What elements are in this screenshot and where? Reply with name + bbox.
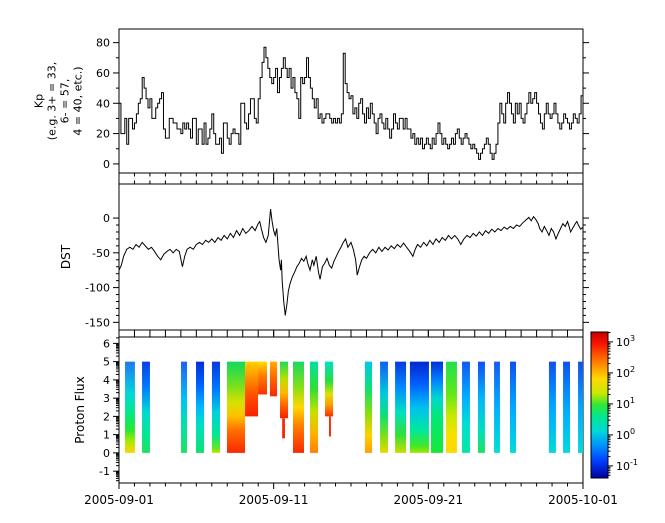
proton-flux-bar bbox=[196, 361, 205, 453]
proton-flux-bar bbox=[462, 361, 470, 453]
kp-axis-label-line: 6- = 57, bbox=[59, 79, 72, 124]
kp-y-tick-label: 0 bbox=[103, 158, 110, 171]
proton-y-tick-label: -1 bbox=[99, 465, 110, 478]
proton-flux-bar bbox=[563, 361, 571, 453]
proton-flux-bar bbox=[395, 361, 407, 453]
proton-flux-bar bbox=[258, 361, 268, 395]
x-axis-labels: 2005-09-01 2005-09-11 2005-09-21 2005-10-01 bbox=[84, 493, 618, 507]
colorbar-gradient bbox=[591, 332, 608, 478]
proton-flux-bar bbox=[310, 361, 319, 453]
proton-flux-bar bbox=[280, 361, 289, 419]
kp-panel-frame bbox=[118, 28, 584, 174]
colorbar-tick-label: 102 bbox=[616, 365, 635, 380]
proton-y-tick-label: 5 bbox=[103, 356, 110, 369]
proton-y-tick-label: 6 bbox=[103, 337, 110, 350]
x-ticks bbox=[118, 173, 584, 179]
proton-y-tick-label: 1 bbox=[103, 429, 110, 442]
proton-flux-bar bbox=[364, 361, 373, 453]
proton-flux-bar bbox=[325, 361, 334, 417]
colorbar-tick-label: 100 bbox=[616, 427, 635, 442]
dst-axis-label-text: DST bbox=[59, 244, 73, 269]
x-ticks bbox=[118, 331, 584, 489]
x-tick-label: 2005-10-01 bbox=[548, 493, 618, 507]
kp-axis-label-line: 4 = 40, etc.) bbox=[72, 66, 85, 135]
proton-y-tick-label: 2 bbox=[103, 410, 110, 423]
dst-y-tick-label: -150 bbox=[85, 316, 110, 329]
proton-flux-bar bbox=[293, 361, 304, 453]
proton-flux-bar bbox=[380, 361, 388, 453]
proton-flux-bar bbox=[181, 361, 188, 453]
dst-series bbox=[118, 208, 584, 316]
proton-flux-bar bbox=[211, 361, 220, 453]
colorbar-tick-label: 10-1 bbox=[616, 458, 638, 473]
proton-flux-bar bbox=[329, 416, 331, 437]
proton-flux-bar bbox=[142, 361, 150, 453]
proton-y-tick-label: 4 bbox=[103, 374, 110, 387]
proton-flux-bar bbox=[477, 361, 485, 453]
proton-flux-bar bbox=[578, 361, 583, 453]
proton-flux-bar bbox=[226, 361, 246, 453]
x-tick-label: 2005-09-21 bbox=[393, 493, 463, 507]
proton-flux-bar bbox=[494, 361, 500, 453]
dst-panel-frame bbox=[118, 183, 584, 331]
dst-panel: 0 -50 -100 -150 bbox=[85, 208, 589, 329]
dst-axis-label: DST bbox=[59, 244, 73, 269]
proton-flux-bar bbox=[445, 361, 457, 453]
proton-axis-label: Proton Flux bbox=[73, 376, 87, 443]
dst-y-tick-label: -50 bbox=[92, 247, 110, 260]
kp-series bbox=[119, 46, 583, 160]
kp-y-tick-label: 80 bbox=[96, 37, 110, 50]
proton-flux-bar bbox=[269, 361, 278, 397]
dst-y-tick-label: 0 bbox=[103, 212, 110, 225]
proton-axis-label-text: Proton Flux bbox=[73, 376, 87, 443]
proton-flux-bar bbox=[548, 361, 556, 453]
kp-axis-label-line: Kp bbox=[33, 94, 46, 108]
x-ticks bbox=[118, 178, 584, 336]
dst-y-tick-label: -100 bbox=[85, 282, 110, 295]
proton-flux-bar bbox=[245, 361, 259, 417]
proton-flux-bar bbox=[430, 361, 444, 453]
colorbar-tick-label: 101 bbox=[616, 396, 635, 411]
kp-y-tick-label: 60 bbox=[96, 67, 110, 80]
x-tick-label: 2005-09-01 bbox=[84, 493, 154, 507]
proton-panel: 6 5 4 3 2 1 0 -1 bbox=[99, 337, 583, 482]
proton-flux-bar bbox=[125, 361, 135, 453]
x-tick-label: 2005-09-11 bbox=[239, 493, 309, 507]
colorbar: 103 102 101 100 10-1 bbox=[590, 331, 638, 479]
kp-axis-label: Kp (e.g. 3+ = 33, 6- = 57, 4 = 40, etc.) bbox=[33, 62, 85, 140]
kp-axis-label-line: (e.g. 3+ = 33, bbox=[46, 62, 59, 140]
proton-y-tick-label: 0 bbox=[103, 447, 110, 460]
proton-y-tick-label: 3 bbox=[103, 392, 110, 405]
proton-flux-bar bbox=[510, 361, 517, 453]
kp-y-tick-label: 20 bbox=[96, 128, 110, 141]
kp-y-tick-label: 40 bbox=[96, 97, 110, 110]
kp-panel: 0 20 40 60 80 bbox=[96, 37, 589, 171]
proton-flux-bar bbox=[409, 361, 429, 453]
proton-flux-bar bbox=[282, 418, 285, 439]
colorbar-tick-label: 103 bbox=[616, 334, 635, 349]
